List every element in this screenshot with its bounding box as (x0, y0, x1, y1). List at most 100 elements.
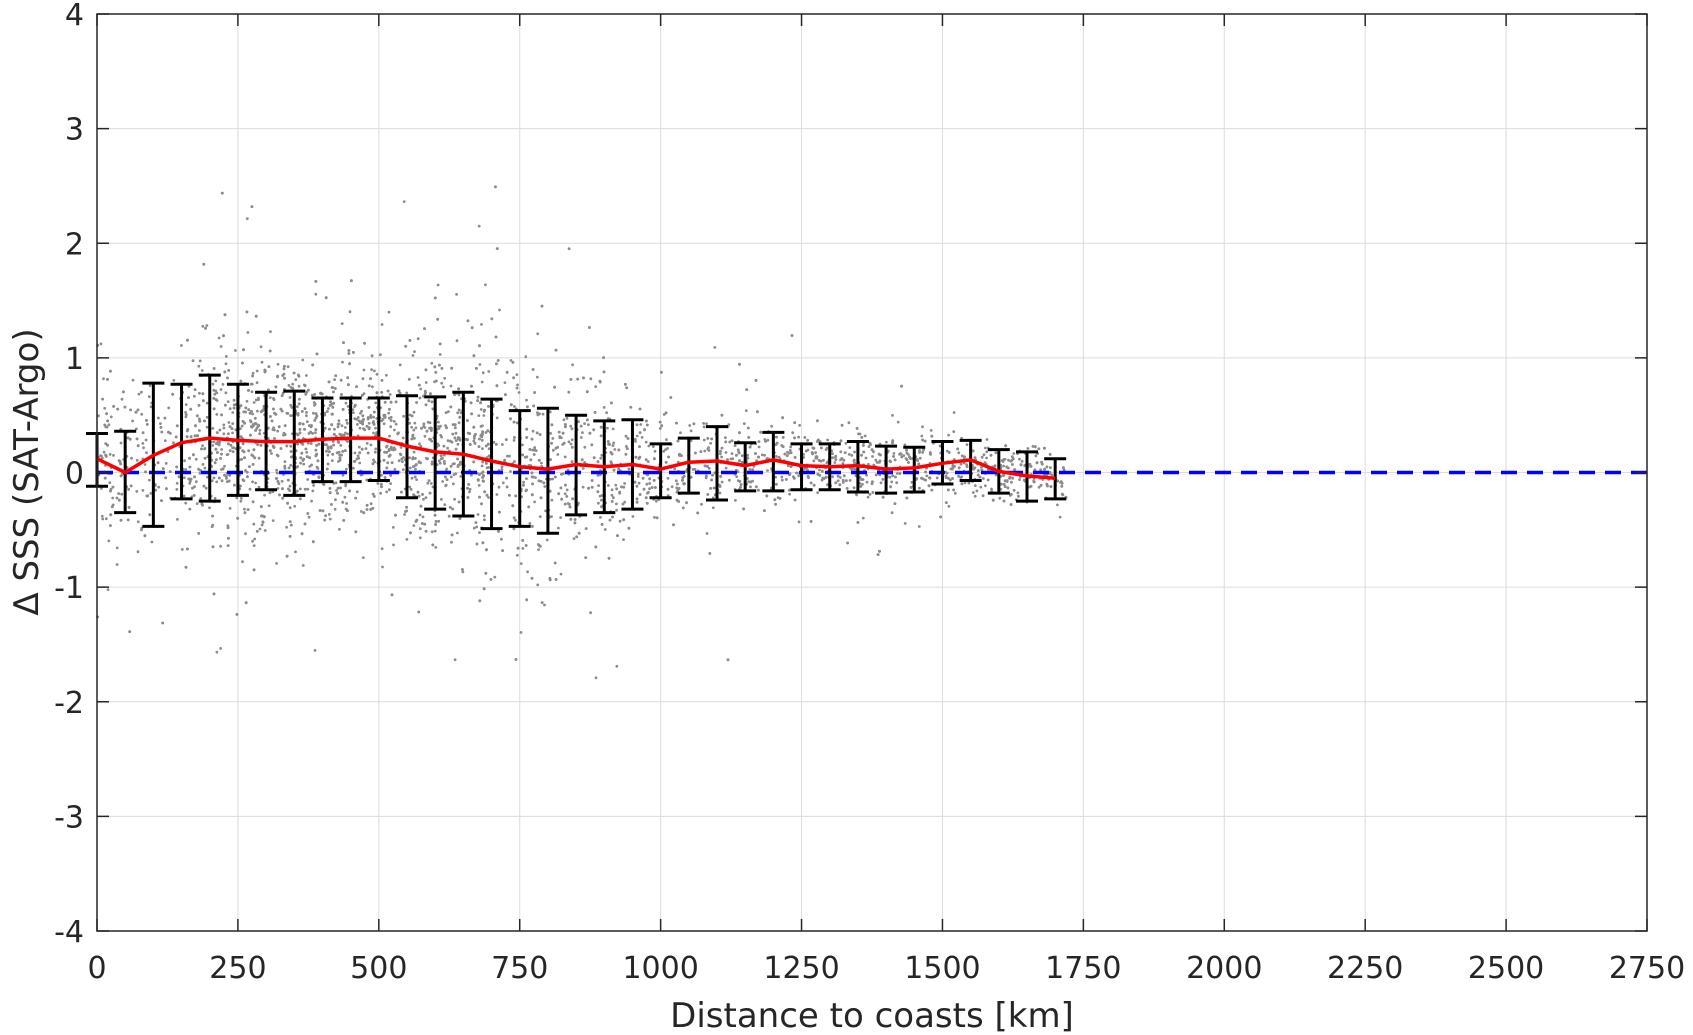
x-tick-label-4: 1000 (622, 951, 698, 986)
scatter-point (592, 428, 596, 432)
scatter-point (631, 515, 635, 518)
scatter-point (603, 528, 607, 531)
scatter-point (512, 439, 516, 442)
scatter-point (341, 473, 345, 477)
scatter-point (910, 480, 914, 484)
scatter-point (346, 440, 349, 443)
scatter-point (135, 490, 139, 493)
scatter-point (483, 408, 486, 412)
scatter-point (563, 455, 567, 459)
scatter-point (638, 431, 642, 434)
scatter-point (921, 438, 924, 442)
scatter-point (298, 397, 301, 401)
scatter-point (891, 414, 894, 417)
scatter-point (748, 468, 752, 471)
scatter-point (310, 463, 313, 467)
scatter-point (369, 377, 372, 380)
scatter-point (602, 356, 605, 359)
scatter-point (346, 376, 350, 380)
scatter-point (267, 365, 271, 368)
scatter-point (381, 418, 385, 421)
scatter-point (447, 514, 451, 518)
scatter-point (415, 478, 418, 481)
scatter-point (337, 441, 340, 444)
scatter-point (924, 470, 927, 474)
scatter-point (610, 488, 614, 492)
scatter-point (423, 426, 427, 429)
scatter-point (653, 449, 657, 453)
scatter-point (434, 523, 437, 526)
scatter-point (688, 424, 692, 427)
scatter-point (251, 480, 255, 484)
scatter-point (451, 507, 455, 511)
scatter-point (454, 439, 458, 442)
scatter-point (117, 498, 121, 502)
scatter-point (405, 505, 408, 509)
scatter-point (199, 497, 203, 500)
scatter-point (390, 461, 394, 464)
scatter-point (489, 578, 493, 581)
scatter-point (226, 544, 230, 547)
scatter-point (702, 425, 706, 429)
scatter-point (331, 405, 335, 409)
scatter-point (337, 422, 341, 426)
scatter-point (337, 419, 341, 422)
scatter-point (893, 502, 897, 505)
scatter-point (438, 342, 442, 346)
scatter-point (175, 481, 179, 485)
scatter-point (497, 485, 501, 489)
scatter-point (513, 436, 516, 439)
scatter-point (621, 502, 625, 506)
scatter-point (709, 487, 712, 490)
scatter-point (973, 484, 977, 487)
scatter-point (476, 513, 480, 516)
scatter-point (223, 464, 226, 468)
scatter-point (972, 467, 976, 471)
scatter-point (268, 396, 272, 399)
scatter-point (195, 414, 199, 418)
scatter-point (277, 482, 281, 485)
scatter-point (633, 438, 637, 441)
scatter-point (525, 455, 529, 459)
scatter-point (434, 370, 438, 374)
scatter-point (253, 537, 257, 541)
scatter-point (664, 461, 668, 464)
scatter-point (797, 474, 801, 478)
scatter-point (728, 478, 731, 482)
scatter-point (442, 444, 446, 448)
scatter-point (145, 451, 148, 455)
scatter-point (466, 438, 469, 442)
scatter-point (994, 451, 998, 455)
scatter-point (424, 403, 428, 407)
scatter-point (281, 496, 285, 500)
scatter-point (820, 446, 823, 450)
scatter-point (638, 445, 641, 448)
scatter-point (1033, 468, 1037, 472)
scatter-point (445, 426, 448, 430)
scatter-point (188, 507, 192, 511)
scatter-point (472, 354, 476, 358)
scatter-point (593, 411, 597, 414)
scatter-point (982, 477, 985, 480)
scatter-point (198, 429, 201, 432)
scatter-point (449, 405, 453, 409)
scatter-point (382, 422, 386, 426)
scatter-point (583, 422, 586, 425)
scatter-point (289, 444, 293, 448)
scatter-point (332, 432, 336, 436)
scatter-point (505, 476, 508, 480)
scatter-point (443, 376, 447, 380)
scatter-point (658, 420, 662, 424)
scatter-point (356, 423, 359, 426)
scatter-point (223, 370, 227, 374)
scatter-point (330, 459, 334, 462)
scatter-point (305, 455, 309, 459)
scatter-point (871, 455, 874, 458)
scatter-point (328, 487, 332, 490)
scatter-point (296, 413, 300, 417)
scatter-point (238, 427, 242, 430)
scatter-point (307, 515, 311, 519)
scatter-point (939, 515, 942, 519)
x-tick-label-8: 2000 (1186, 951, 1262, 986)
scatter-point (976, 473, 980, 477)
